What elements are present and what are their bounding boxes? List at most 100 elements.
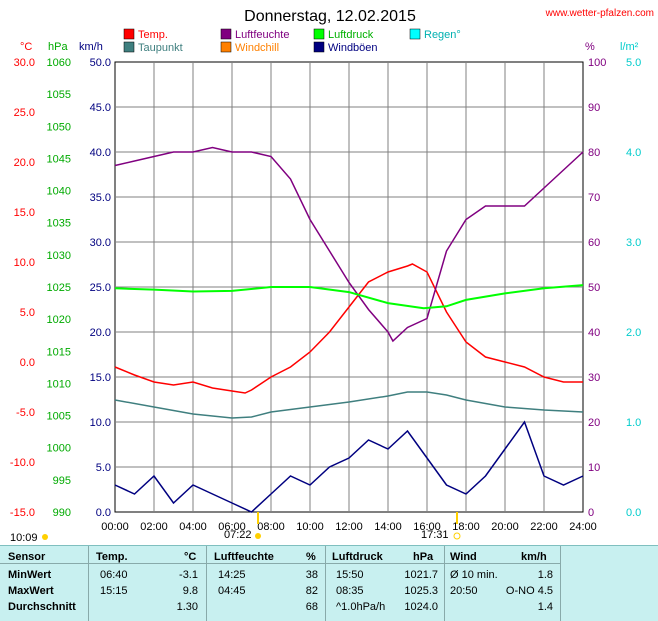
wind-tick-label: 25.0: [90, 282, 111, 294]
temp-tick-label: -10.0: [10, 457, 35, 469]
header-press-unit: hPa: [413, 551, 434, 563]
legend-swatch: [220, 41, 232, 53]
header-wind-unit: km/h: [521, 551, 547, 563]
temp-tick-label: 5.0: [20, 307, 35, 319]
stats-table: Sensor Temp. °C Luftfeuchte % Luftdruck …: [0, 545, 658, 621]
x-tick-label: 02:00: [140, 521, 168, 533]
header-hum-unit: %: [306, 551, 316, 563]
wind-tick-label: 30.0: [90, 237, 111, 249]
header-press: Luftdruck: [332, 551, 383, 563]
col-divider: [88, 546, 89, 621]
legend-label: Luftfeuchte: [235, 29, 289, 41]
press-tick-label: 1045: [47, 153, 71, 165]
rain-tick-label: 4.0: [626, 147, 641, 159]
x-tick-label: 16:00: [413, 521, 441, 533]
press-tick-label: 990: [53, 507, 71, 519]
temp-tick-label: 25.0: [14, 107, 35, 119]
legend-label: Luftdruck: [328, 29, 374, 41]
temp-tick-label: 0.0: [20, 357, 35, 369]
table-cell-w_val: 1.8: [537, 569, 553, 581]
press-tick-label: 1030: [47, 250, 71, 262]
wind-tick-label: 50.0: [90, 57, 111, 69]
rain-tick-label: 1.0: [626, 417, 641, 429]
col-divider: [560, 546, 561, 621]
header-sensor: Sensor: [8, 551, 46, 563]
legend-swatch: [409, 28, 421, 40]
hum-tick-label: 60: [588, 237, 600, 249]
hum-tick-label: 70: [588, 192, 600, 204]
x-tick-label: 06:00: [218, 521, 246, 533]
wind-tick-label: 15.0: [90, 372, 111, 384]
legend-label: Taupunkt: [138, 42, 183, 54]
wind-tick-label: 10.0: [90, 417, 111, 429]
temp-tick-label: -5.0: [16, 407, 35, 419]
table-cell-p_val: 1021.7: [404, 569, 438, 581]
wind-tick-label: 45.0: [90, 102, 111, 114]
header-temp-unit: °C: [184, 551, 197, 563]
col-divider: [444, 546, 445, 621]
axis-units: °C hPa km/h% l/m²: [20, 41, 639, 53]
x-tick-label: 10:00: [296, 521, 324, 533]
table-cell-w_val: 1.4: [537, 601, 553, 613]
legend-swatch: [313, 28, 325, 40]
press-tick-label: 1010: [47, 378, 71, 390]
header-hum: Luftfeuchte: [214, 551, 274, 563]
temp-tick-label: 15.0: [14, 207, 35, 219]
hum-tick-label: 40: [588, 327, 600, 339]
hum-tick-label: 80: [588, 147, 600, 159]
x-tick-label: 14:00: [374, 521, 402, 533]
wind-tick-label: 0.0: [96, 507, 111, 519]
hum-tick-label: 50: [588, 282, 600, 294]
col-divider: [206, 546, 207, 621]
table-cell-p_time: 15:50: [336, 569, 364, 581]
legend-label: Regen°: [424, 29, 461, 41]
temp-tick-label: 30.0: [14, 57, 35, 69]
sun-markers: 10:09 07:22 17:31: [10, 512, 461, 544]
press-tick-label: 1000: [47, 443, 71, 455]
press-tick-label: 1025: [47, 282, 71, 294]
press-tick-label: 1055: [47, 89, 71, 101]
header-divider: [0, 563, 560, 564]
hum-tick-label: 0: [588, 507, 594, 519]
rain-tick-label: 2.0: [626, 327, 641, 339]
series-line-taupunkt: [114, 391, 584, 419]
x-tick-label: 22:00: [530, 521, 558, 533]
x-tick-label: 20:00: [491, 521, 519, 533]
table-cell-h_val: 38: [305, 569, 318, 581]
hum-tick-label: 100: [588, 57, 606, 69]
table-cell-h_val: 68: [305, 601, 318, 613]
source-link[interactable]: www.wetter-pfalzen.com: [545, 8, 654, 19]
x-tick-labels: 00:00 02:00 04:00 06:00 08:00 10:00 12:00 14:00…: [101, 521, 597, 533]
legend-label: Temp.: [138, 29, 168, 41]
press-tick-label: 1040: [47, 186, 71, 198]
col-divider: [325, 546, 326, 621]
chart-title: Donnerstag, 12.02.2015: [244, 8, 416, 25]
press-tick-label: 1060: [47, 57, 71, 69]
temp-unit-label: °C: [20, 41, 32, 53]
legend-swatch: [220, 28, 232, 40]
table-cell-h_time: 04:45: [218, 585, 246, 597]
hum-tick-label: 90: [588, 102, 600, 114]
x-tick-label: 12:00: [335, 521, 363, 533]
sunrise-label: 07:22: [224, 529, 252, 541]
legend-swatch: [123, 28, 135, 40]
series-line-luftdruck: [114, 284, 584, 310]
press-tick-label: 1005: [47, 411, 71, 423]
sun-icon: [42, 534, 48, 540]
rain-tick-label: 0.0: [626, 507, 641, 519]
table-row-label: MaxWert: [8, 585, 54, 597]
rain-tick-label: 3.0: [626, 237, 641, 249]
table-cell-w_time: 20:50: [450, 585, 478, 597]
table-row-label: Durchschnitt: [8, 601, 76, 613]
table-cell-p_time: 08:35: [336, 585, 364, 597]
hum-tick-label: 30: [588, 372, 600, 384]
x-tick-label: 24:00: [569, 521, 597, 533]
wind-unit-label: km/h: [79, 41, 103, 53]
legend-label: Windböen: [328, 42, 378, 54]
press-unit-label: hPa: [48, 41, 68, 53]
press-tick-label: 1050: [47, 121, 71, 133]
legend-swatch: [313, 41, 325, 53]
hum-unit-label: %: [585, 41, 595, 53]
header-temp: Temp.: [96, 551, 128, 563]
press-tick-label: 995: [53, 475, 71, 487]
